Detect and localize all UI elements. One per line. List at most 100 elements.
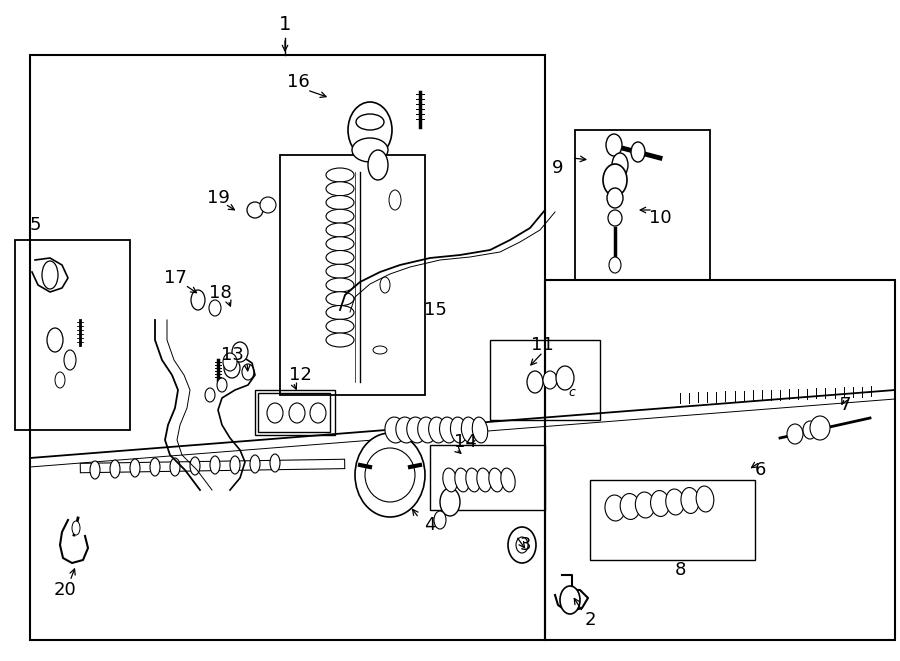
Ellipse shape — [500, 468, 515, 492]
Ellipse shape — [326, 182, 354, 196]
Text: 15: 15 — [424, 301, 446, 319]
Ellipse shape — [489, 468, 503, 492]
Ellipse shape — [368, 150, 388, 180]
Text: c: c — [569, 387, 575, 399]
Ellipse shape — [609, 257, 621, 273]
Text: 19: 19 — [207, 189, 230, 207]
Ellipse shape — [356, 114, 384, 130]
Bar — [575, 130, 710, 280]
Bar — [490, 340, 600, 420]
Ellipse shape — [527, 371, 543, 393]
Ellipse shape — [396, 417, 416, 443]
Ellipse shape — [556, 366, 574, 390]
Ellipse shape — [605, 495, 625, 521]
Ellipse shape — [205, 388, 215, 402]
Ellipse shape — [326, 305, 354, 319]
Ellipse shape — [608, 210, 622, 226]
Ellipse shape — [55, 372, 65, 388]
Text: 16: 16 — [286, 73, 310, 91]
Ellipse shape — [355, 433, 425, 517]
Ellipse shape — [560, 586, 580, 614]
Text: 1: 1 — [279, 15, 292, 34]
Ellipse shape — [373, 346, 387, 354]
Text: 13: 13 — [220, 346, 243, 364]
Ellipse shape — [620, 494, 640, 520]
Text: 12: 12 — [289, 366, 311, 384]
Ellipse shape — [454, 468, 469, 492]
Ellipse shape — [443, 468, 457, 492]
Text: 2: 2 — [584, 611, 596, 629]
Ellipse shape — [247, 202, 263, 218]
Ellipse shape — [440, 488, 460, 516]
Ellipse shape — [466, 468, 481, 492]
Ellipse shape — [191, 290, 205, 310]
Text: 8: 8 — [674, 561, 686, 579]
Ellipse shape — [190, 457, 200, 475]
Bar — [280, 155, 425, 395]
Ellipse shape — [210, 456, 220, 474]
Ellipse shape — [326, 168, 354, 182]
Ellipse shape — [326, 196, 354, 210]
Ellipse shape — [477, 468, 491, 492]
Ellipse shape — [230, 456, 240, 474]
Ellipse shape — [439, 417, 456, 443]
Ellipse shape — [270, 454, 280, 472]
Ellipse shape — [462, 417, 477, 443]
Ellipse shape — [209, 300, 221, 316]
Ellipse shape — [607, 188, 623, 208]
Ellipse shape — [385, 417, 405, 443]
Bar — [30, 55, 545, 640]
Bar — [15, 240, 130, 430]
Ellipse shape — [326, 278, 354, 292]
Ellipse shape — [170, 458, 180, 476]
Ellipse shape — [516, 537, 528, 553]
Ellipse shape — [428, 417, 446, 443]
Text: 18: 18 — [209, 284, 231, 302]
Ellipse shape — [232, 342, 248, 362]
Ellipse shape — [508, 527, 536, 563]
Ellipse shape — [472, 417, 488, 443]
Text: 9: 9 — [553, 159, 563, 177]
Ellipse shape — [696, 486, 714, 512]
Ellipse shape — [389, 190, 401, 210]
Ellipse shape — [407, 417, 426, 443]
Ellipse shape — [326, 251, 354, 264]
Bar — [258, 393, 330, 432]
Ellipse shape — [224, 358, 240, 378]
Ellipse shape — [681, 488, 699, 514]
Ellipse shape — [803, 421, 817, 439]
Ellipse shape — [810, 416, 830, 440]
Text: 3: 3 — [519, 536, 531, 554]
Bar — [430, 445, 545, 510]
Ellipse shape — [603, 164, 627, 196]
Ellipse shape — [223, 353, 237, 371]
Ellipse shape — [326, 319, 354, 333]
Ellipse shape — [787, 424, 803, 444]
Bar — [545, 280, 895, 640]
Text: 6: 6 — [754, 461, 766, 479]
Ellipse shape — [326, 210, 354, 223]
Ellipse shape — [310, 403, 326, 423]
Ellipse shape — [64, 350, 76, 370]
Ellipse shape — [612, 153, 628, 177]
Ellipse shape — [348, 102, 392, 158]
Ellipse shape — [380, 277, 390, 293]
Ellipse shape — [250, 455, 260, 473]
Ellipse shape — [47, 328, 63, 352]
Text: 4: 4 — [424, 516, 436, 534]
Text: 10: 10 — [649, 209, 671, 227]
Text: 17: 17 — [164, 269, 186, 287]
Ellipse shape — [130, 459, 140, 477]
Ellipse shape — [635, 492, 654, 518]
Ellipse shape — [42, 261, 58, 289]
Text: 20: 20 — [54, 581, 76, 599]
Ellipse shape — [217, 378, 227, 392]
Ellipse shape — [326, 223, 354, 237]
Bar — [590, 480, 755, 560]
Ellipse shape — [90, 461, 100, 479]
Ellipse shape — [352, 138, 388, 162]
Ellipse shape — [666, 489, 684, 515]
Ellipse shape — [260, 197, 276, 213]
Ellipse shape — [150, 458, 160, 476]
Ellipse shape — [651, 490, 670, 516]
